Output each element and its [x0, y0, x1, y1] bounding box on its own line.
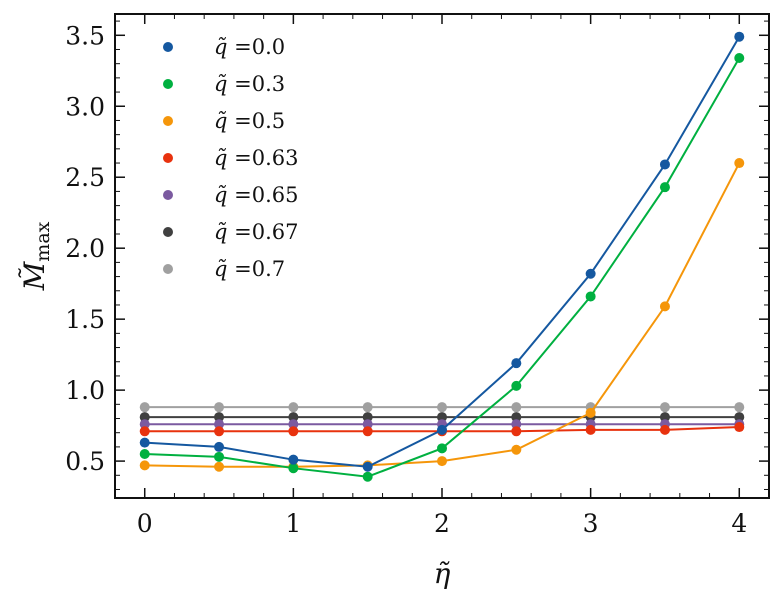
data-point: [511, 358, 522, 369]
y-tick-label: 3.0: [65, 92, 105, 121]
y-tick-label: 0.5: [65, 447, 105, 476]
series-0: [139, 31, 745, 472]
data-point: [585, 291, 596, 302]
series-5: [139, 412, 745, 423]
y-tick-label: 1.5: [65, 305, 105, 334]
y-tick-label: 2.5: [65, 163, 105, 192]
data-point: [288, 463, 299, 474]
ticks-layer: 0 1 2 3 4 0.5 1.0 1.5 2.0 2.5 3.0 3.5: [65, 14, 770, 538]
data-point: [437, 456, 447, 467]
y-axis-label-main: M̃: [18, 260, 51, 291]
legend-label: q̃ =0.63: [214, 146, 298, 170]
y-tick-label: 2.0: [65, 234, 105, 263]
data-point: [139, 419, 150, 430]
data-point: [437, 412, 447, 423]
data-point: [362, 419, 373, 430]
data-point: [734, 402, 745, 413]
legend-marker: [163, 190, 173, 200]
data-point: [511, 380, 522, 391]
series-6: [139, 402, 745, 413]
data-point: [214, 451, 225, 462]
legend-label: q̃ =0.5: [214, 109, 285, 133]
x-tick-label: 3: [583, 509, 599, 538]
x-tick-label: 1: [285, 509, 301, 538]
legend-marker: [163, 42, 173, 52]
data-point: [214, 412, 225, 423]
data-point: [214, 419, 225, 430]
data-point: [585, 424, 596, 435]
x-axis-label: η̃: [434, 557, 451, 590]
data-point: [511, 426, 522, 437]
data-point: [734, 422, 745, 433]
data-point: [288, 402, 299, 413]
data-point: [659, 159, 670, 170]
x-tick-label: 2: [434, 509, 450, 538]
data-point: [362, 412, 373, 423]
series-1: [139, 53, 745, 482]
legend-marker: [163, 116, 173, 126]
data-point: [214, 441, 225, 452]
data-point: [139, 460, 150, 471]
data-point: [139, 449, 150, 459]
data-point: [734, 412, 745, 423]
legend-marker: [163, 264, 173, 274]
data-point: [511, 412, 522, 423]
data-point: [139, 426, 150, 437]
data-point: [659, 402, 670, 413]
data-point: [437, 402, 447, 413]
data-point: [362, 471, 373, 482]
legend-label: q̃ =0.65: [214, 183, 298, 207]
data-point: [511, 402, 522, 413]
legend-marker: [163, 227, 173, 237]
data-point: [659, 182, 670, 193]
legend-marker: [163, 79, 173, 89]
data-point: [734, 158, 745, 169]
data-point: [659, 301, 670, 312]
data-point: [659, 424, 670, 435]
data-point: [659, 412, 670, 423]
data-point: [362, 402, 373, 413]
data-point: [139, 437, 150, 448]
data-point: [288, 419, 299, 430]
data-point: [585, 407, 596, 418]
x-tick-label: 4: [731, 509, 747, 538]
data-point: [734, 53, 745, 63]
data-point: [362, 461, 373, 472]
data-point: [511, 444, 522, 455]
y-axis-label-subscript: max: [32, 221, 54, 261]
series-layer: [139, 31, 745, 482]
y-axis-label: M̃max: [18, 221, 54, 291]
data-point: [288, 426, 299, 437]
data-point: [139, 402, 150, 413]
data-point: [437, 424, 447, 435]
data-point: [288, 412, 299, 423]
y-tick-label: 1.0: [65, 376, 105, 405]
legend-label: q̃ =0.7: [214, 257, 285, 281]
legend-label: q̃ =0.67: [214, 220, 298, 244]
data-point: [288, 454, 299, 465]
data-point: [214, 426, 225, 437]
data-point: [437, 443, 447, 454]
legend-label: q̃ =0.0: [214, 35, 285, 59]
data-point: [511, 419, 522, 430]
legend: q̃ =0.0 q̃ =0.3 q̃ =0.5 q̃ =0.63 q̃ =0.65 q̃ …: [163, 35, 298, 281]
data-point: [139, 412, 150, 423]
data-point: [362, 426, 373, 437]
data-point: [214, 402, 225, 413]
data-point: [214, 461, 225, 472]
x-tick-label: 0: [137, 509, 153, 538]
data-point: [734, 31, 745, 42]
legend-label: q̃ =0.3: [214, 72, 285, 96]
y-tick-label: 3.5: [65, 21, 105, 50]
legend-marker: [163, 153, 173, 163]
data-point: [585, 268, 596, 279]
